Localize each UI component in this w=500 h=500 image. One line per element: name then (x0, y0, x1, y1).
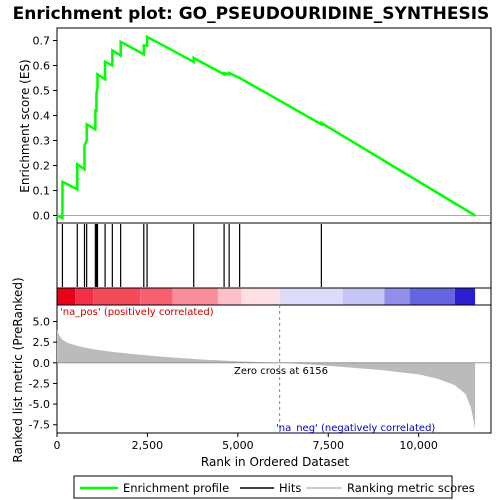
rank-y-axis-label: Ranked list metric (PreRanked) (11, 277, 25, 462)
x-tick-label: 10,000 (399, 439, 438, 452)
es-y-tick-label: 0.1 (33, 185, 51, 198)
neg-correlated-label: 'na_neg' (negatively correlated) (276, 423, 435, 434)
gradient-segment (217, 288, 242, 305)
gradient-segment (384, 288, 410, 305)
es-y-tick-label: 0.7 (33, 35, 51, 48)
gradient-segment (279, 288, 343, 305)
x-tick-label: 0 (54, 439, 61, 452)
rank-y-tick-label: 5.0 (33, 316, 51, 329)
legend-enrichment-label: Enrichment profile (123, 481, 229, 495)
legend-hits-label: Hits (279, 481, 301, 495)
rank-y-tick-label: -5.0 (29, 398, 50, 411)
chart-title: Enrichment plot: GO_PSEUDOURIDINE_SYNTHE… (13, 4, 490, 24)
gradient-segment (140, 288, 173, 305)
legend: Enrichment profile Hits Ranking metric s… (73, 475, 475, 499)
x-tick-label: 2,500 (132, 439, 164, 452)
rank-y-tick-label: 2.5 (33, 336, 51, 349)
zero-cross-label: Zero cross at 6156 (234, 366, 328, 377)
hits-panel-frame (56, 222, 492, 289)
rank-y-tick-label: 0.0 (33, 357, 51, 370)
es-y-tick-label: 0.4 (33, 110, 51, 123)
es-y-tick-label: 0.6 (33, 60, 51, 73)
enrichment-profile-line (56, 34, 476, 220)
pos-correlated-label: 'na_pos' (positively correlated) (60, 307, 214, 318)
es-y-tick-label: 0.3 (33, 135, 51, 148)
x-axis-label: Rank in Ordered Dataset (201, 455, 349, 469)
rank-y-tick-label: -2.5 (29, 377, 50, 390)
x-tick-label: 5,000 (222, 439, 254, 452)
legend-metric-label: Ranking metric scores (347, 481, 475, 495)
gradient-segment (241, 288, 280, 305)
es-panel: 0.0 0.1 0.2 0.3 0.4 0.5 0.6 0.7 Enrichment scor… (18, 27, 492, 224)
es-y-tick-label: 0.2 (33, 160, 51, 173)
x-tick-label: 7,500 (313, 439, 345, 452)
hits-panel (56, 222, 492, 289)
gradient-segment (172, 288, 218, 305)
gradient-segment (93, 288, 141, 305)
es-y-tick-label: 0.0 (33, 210, 51, 223)
gradient-segment (454, 288, 476, 305)
rank-panel: 5.0 2.5 0.0 -2.5 -5.0 -7.5 'na_pos' (positive… (11, 277, 492, 463)
gradient-segment (75, 288, 94, 305)
gradient-segment (57, 288, 76, 305)
rank-gradient-bar (57, 288, 476, 305)
rank-y-tick-label: -7.5 (29, 419, 50, 432)
es-panel-frame (56, 27, 492, 224)
x-axis: 0 2,500 5,000 7,500 10,000 (54, 433, 438, 452)
gradient-segment (409, 288, 455, 305)
legend-frame (73, 475, 453, 499)
es-y-tick-label: 0.5 (33, 85, 51, 98)
es-y-axis-label: Enrichment score (ES) (18, 59, 32, 192)
gradient-segment (342, 288, 385, 305)
